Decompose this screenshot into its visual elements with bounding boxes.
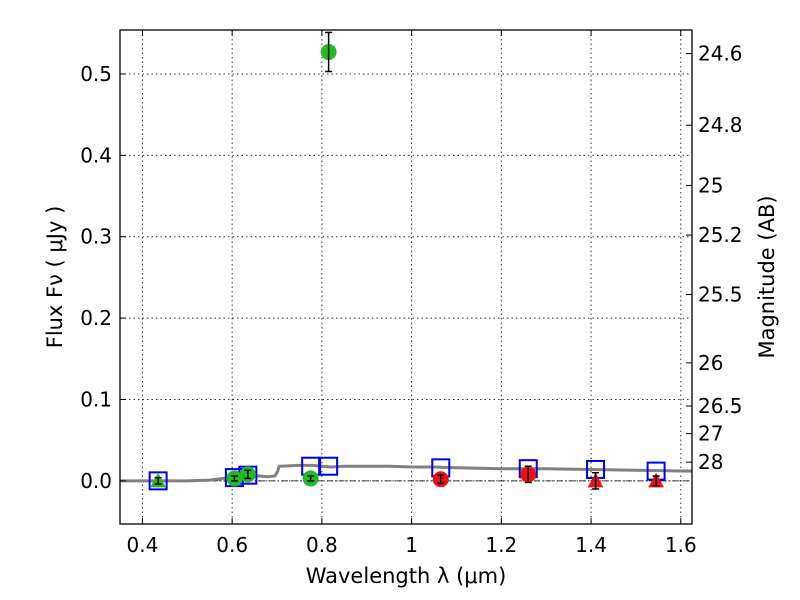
data-points [150, 31, 664, 490]
grid [120, 30, 692, 524]
y-tick-label: 0.5 [80, 62, 112, 86]
y-tick-label: 0.4 [80, 143, 112, 167]
axis-ticks [120, 30, 692, 524]
y-tick-label: 0.1 [80, 387, 112, 411]
right-tick-label: 28 [698, 450, 723, 474]
x-tick-label: 0.8 [306, 533, 338, 557]
y-tick-label: 0.0 [80, 469, 112, 493]
right-tick-label: 25.5 [698, 282, 743, 306]
model-box [319, 456, 339, 476]
right-tick-label: 24.6 [698, 42, 743, 66]
y-tick-label: 0.2 [80, 306, 112, 330]
x-tick-label: 1.4 [575, 533, 607, 557]
right-tick-labels: 24.6 24.8 25 25.2 25.5 26 26.5 27 28 [698, 42, 743, 475]
right-tick-label: 24.8 [698, 113, 743, 137]
right-tick-label: 25.2 [698, 223, 743, 247]
plot-frame [119, 29, 693, 525]
y-axis-label: Flux Fν ( μJy ) [43, 206, 67, 349]
x-tick-label: 1.6 [665, 533, 697, 557]
x-tick-label: 1.2 [485, 533, 517, 557]
model-sed-line [120, 463, 693, 483]
right-tick-label: 26.5 [698, 394, 743, 418]
y-tick-label: 0.3 [80, 225, 112, 249]
x-tick-labels: 0.4 0.6 0.8 1 1.2 1.4 1.6 [127, 533, 697, 557]
right-tick-label: 25 [698, 173, 723, 197]
right-tick-label: 26 [698, 351, 723, 375]
right-axis-label: Magnitude (AB) [755, 195, 779, 358]
y-tick-labels: 0.0 0.1 0.2 0.3 0.4 0.5 [80, 62, 112, 493]
model-box [148, 471, 168, 491]
x-tick-label: 0.4 [127, 533, 159, 557]
right-tick-label: 27 [698, 422, 723, 446]
x-axis-label: Wavelength λ (μm) [306, 564, 507, 588]
x-tick-label: 1 [405, 533, 418, 557]
model-boxes [148, 456, 666, 491]
x-tick-label: 0.6 [216, 533, 248, 557]
